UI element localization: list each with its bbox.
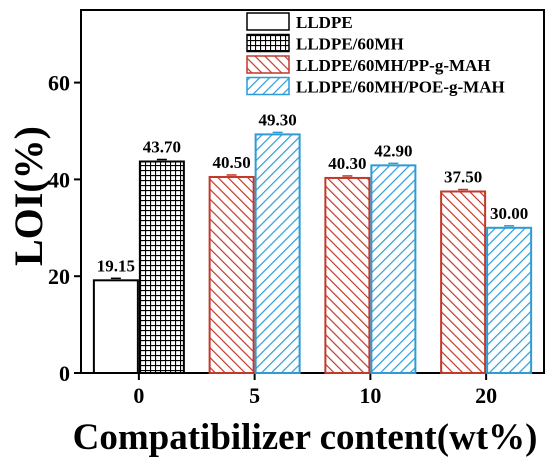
- legend-swatch: [246, 33, 290, 53]
- y-tick-label: 0: [59, 361, 70, 386]
- y-tick-label: 40: [48, 167, 70, 192]
- bar-lldpe-60mh-pp-g-mah-5: [208, 175, 255, 374]
- legend-label: LLDPE/60MH/POE-g-MAH: [296, 78, 505, 97]
- bar-lldpe-60mh-pp-g-mah-10: [324, 176, 371, 374]
- x-tick-label: 10: [359, 383, 381, 408]
- bar-lldpe-60mh-poe-g-mah-20: [486, 226, 533, 374]
- data-labels: 19.15 43.70 40.50 49.30 40.30 42.90 37.50 30.00: [97, 110, 529, 275]
- y-axis-ticks: 0 20 40 60: [48, 71, 81, 386]
- plot-frame: [80, 9, 545, 374]
- y-tick-label: 60: [48, 71, 70, 96]
- data-label: 37.50: [444, 168, 482, 187]
- data-label: 40.30: [328, 154, 366, 173]
- legend-swatch: [246, 76, 290, 96]
- plot-area: [80, 9, 545, 374]
- bar-lldpe-0: [92, 279, 139, 374]
- bar-lldpe-60mh-poe-g-mah-10: [370, 164, 417, 374]
- legend-label: LLDPE/60MH/PP-g-MAH: [296, 56, 491, 75]
- data-label: 30.00: [490, 204, 528, 223]
- data-label: 42.90: [374, 141, 412, 160]
- legend-swatch: [246, 12, 290, 31]
- x-axis-label: Compatibilizer content(wt%): [73, 417, 538, 458]
- data-label: 40.50: [213, 153, 251, 172]
- data-label: 49.30: [259, 110, 297, 129]
- y-axis-label: LOI(%): [6, 126, 51, 266]
- data-label: 19.15: [97, 256, 135, 275]
- legend-swatch: [246, 55, 290, 74]
- data-label: 43.70: [143, 137, 181, 156]
- legend-label: LLDPE: [296, 13, 353, 32]
- bar-lldpe-60mh-pp-g-mah-20: [440, 190, 487, 374]
- x-tick-label: 5: [249, 383, 260, 408]
- x-tick-label: 20: [475, 383, 497, 408]
- y-tick-label: 20: [48, 264, 70, 289]
- legend: LLDPE LLDPE/60MH LLDPE/60MH/PP-g-MAH LLDPE/…: [246, 12, 505, 97]
- bars: [92, 131, 533, 374]
- bar-lldpe-60mh-poe-g-mah-5: [254, 133, 301, 374]
- legend-label: LLDPE/60MH: [296, 35, 404, 54]
- x-tick-label: 0: [133, 383, 144, 408]
- bar-lldpe-60mh-0: [138, 160, 185, 374]
- x-axis-ticks: 0 5 10 20: [133, 373, 497, 408]
